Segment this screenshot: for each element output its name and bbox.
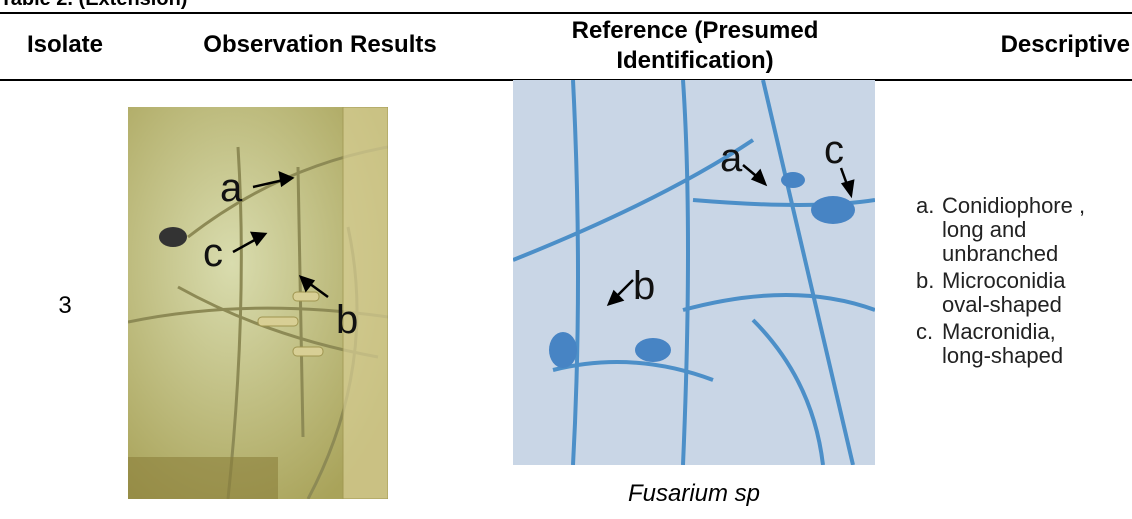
- page: Table 2. (Extension) Isolate Observation…: [0, 0, 1132, 519]
- table-caption: Table 2. (Extension): [0, 0, 187, 11]
- item-marker: b.: [916, 269, 942, 317]
- isolate-cell: 3: [40, 292, 90, 320]
- header-cell: Descriptive: [990, 30, 1130, 60]
- photo-label: c: [203, 233, 223, 273]
- caption-text: Table 2. (Extension): [0, 0, 187, 10]
- list-item: b.Microconidia oval-shaped: [916, 269, 1092, 317]
- reference-photo: [513, 80, 875, 465]
- item-marker: c.: [916, 320, 942, 368]
- descriptive-list: a.Conidiophore , long and unbranched b.M…: [916, 194, 1092, 371]
- header-cell: Reference (Presumed Identification): [540, 16, 850, 76]
- item-text: Macronidia, long-shaped: [942, 320, 1092, 368]
- item-marker: a.: [916, 194, 942, 266]
- photo-label: a: [220, 168, 242, 208]
- list-item: a.Conidiophore , long and unbranched: [916, 194, 1092, 266]
- reference-caption: Fusarium sp: [513, 480, 875, 508]
- item-text: Microconidia oval-shaped: [942, 269, 1092, 317]
- header-cell: Isolate: [0, 30, 130, 60]
- list-item: c.Macronidia, long-shaped: [916, 320, 1092, 368]
- photo-label: b: [336, 300, 358, 340]
- top-rule: [0, 12, 1132, 14]
- item-text: Conidiophore , long and unbranched: [942, 194, 1092, 266]
- photo-label: c: [824, 130, 844, 170]
- photo-label: a: [720, 138, 742, 178]
- header-cell: Observation Results: [160, 30, 480, 60]
- photo-label: b: [633, 266, 655, 306]
